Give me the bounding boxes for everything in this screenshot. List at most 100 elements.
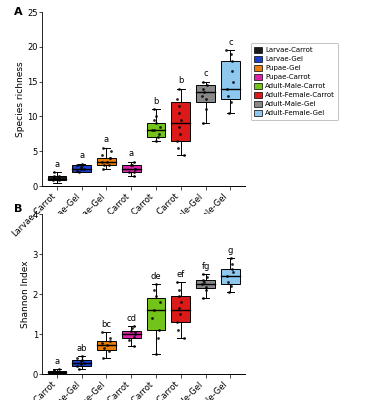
Point xyxy=(200,277,206,283)
Text: bc: bc xyxy=(101,320,112,329)
Bar xyxy=(171,296,190,322)
Bar xyxy=(97,158,116,165)
Bar xyxy=(147,123,165,137)
Point xyxy=(107,155,113,161)
Point xyxy=(199,281,205,287)
Text: c: c xyxy=(203,69,208,78)
Point xyxy=(174,319,180,325)
Point xyxy=(78,361,84,367)
Point xyxy=(156,130,162,137)
Point xyxy=(101,166,107,172)
Point xyxy=(153,120,159,126)
Point xyxy=(79,162,85,168)
Point xyxy=(175,279,180,285)
Point xyxy=(108,148,113,154)
Point xyxy=(51,169,57,175)
Point xyxy=(229,58,235,64)
Point xyxy=(204,82,210,88)
Point xyxy=(52,174,57,181)
Bar xyxy=(97,341,116,350)
Point xyxy=(151,106,157,113)
Point xyxy=(225,110,231,116)
Point xyxy=(176,293,182,299)
Point xyxy=(54,368,60,375)
Point xyxy=(132,166,138,172)
Point xyxy=(54,176,60,182)
Text: fg: fg xyxy=(201,262,210,271)
Point xyxy=(99,158,105,165)
Point xyxy=(126,169,132,175)
Point xyxy=(107,155,113,161)
Point xyxy=(153,281,159,287)
Point xyxy=(99,340,105,346)
Point xyxy=(107,338,113,344)
Point xyxy=(225,92,231,99)
Y-axis label: Shannon Index: Shannon Index xyxy=(21,260,30,328)
Point xyxy=(175,144,181,151)
Point xyxy=(153,113,159,120)
Point xyxy=(177,311,183,317)
Text: cd: cd xyxy=(126,314,136,323)
Point xyxy=(176,85,182,92)
Bar xyxy=(147,298,165,330)
Point xyxy=(126,337,132,343)
Point xyxy=(78,166,84,172)
Point xyxy=(51,172,57,179)
Point xyxy=(156,134,161,140)
Point xyxy=(131,172,137,179)
Point xyxy=(100,329,105,335)
Point xyxy=(153,293,159,299)
Point xyxy=(79,353,85,359)
Point xyxy=(56,176,62,182)
Point xyxy=(81,360,87,366)
Bar xyxy=(221,61,240,99)
Text: b: b xyxy=(153,97,159,106)
Text: b: b xyxy=(178,76,183,85)
Point xyxy=(157,124,163,130)
Point xyxy=(201,279,207,285)
Point xyxy=(100,144,106,151)
Point xyxy=(100,152,105,158)
Point xyxy=(153,351,159,357)
Point xyxy=(203,284,209,290)
Point xyxy=(74,162,80,168)
Point xyxy=(128,328,134,334)
Point xyxy=(152,307,157,313)
Point xyxy=(204,274,210,280)
Point xyxy=(55,369,61,376)
Point xyxy=(81,166,87,172)
Point xyxy=(174,138,180,144)
Point xyxy=(175,96,180,102)
Point xyxy=(75,168,81,174)
Point xyxy=(223,47,229,54)
Point xyxy=(152,127,157,134)
Point xyxy=(229,266,235,272)
Bar xyxy=(196,280,215,288)
Point xyxy=(132,331,138,337)
Point xyxy=(101,355,107,361)
Point xyxy=(229,68,235,74)
Point xyxy=(56,371,62,377)
Point xyxy=(225,279,231,285)
Point xyxy=(203,96,209,102)
Point xyxy=(228,255,234,261)
Point xyxy=(228,99,234,106)
Point xyxy=(131,169,137,175)
Point xyxy=(51,367,57,373)
Point xyxy=(181,152,187,158)
Point xyxy=(178,299,184,305)
Bar xyxy=(48,371,66,373)
Text: a: a xyxy=(55,160,60,169)
Text: a: a xyxy=(129,149,134,158)
Point xyxy=(75,363,81,369)
Point xyxy=(78,358,84,364)
Point xyxy=(106,162,112,168)
Point xyxy=(106,348,112,354)
Point xyxy=(176,305,182,311)
Point xyxy=(104,342,110,348)
Point xyxy=(200,120,206,126)
Text: de: de xyxy=(151,272,161,281)
Bar xyxy=(72,165,91,172)
Bar xyxy=(48,176,66,180)
Point xyxy=(79,357,85,363)
